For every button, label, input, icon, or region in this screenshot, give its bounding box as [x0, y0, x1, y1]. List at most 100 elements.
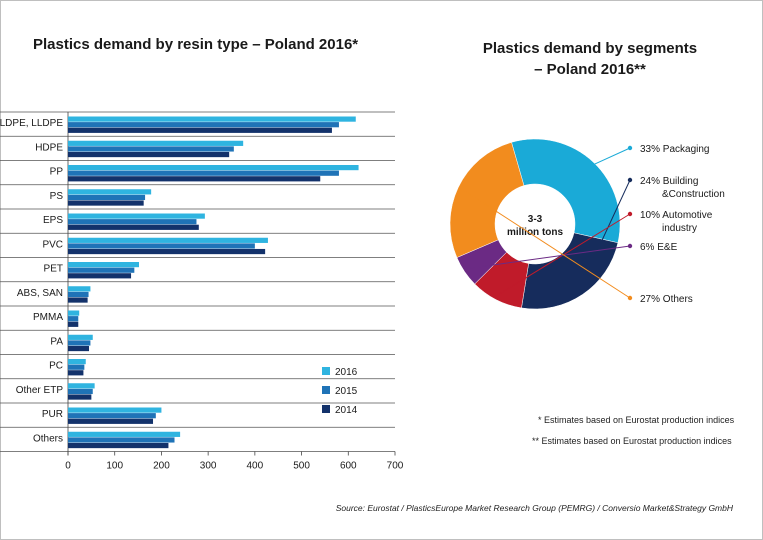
x-tick-label: 200	[153, 461, 170, 472]
legend-label: 2014	[335, 405, 358, 416]
bar-2016	[68, 237, 268, 243]
bar-2016	[68, 431, 181, 437]
x-tick-label: 500	[293, 461, 310, 472]
bar-2014	[68, 394, 92, 400]
bar-2014	[68, 297, 88, 303]
bar-2016	[68, 213, 205, 219]
bar-2015	[68, 291, 89, 298]
bar-2015	[68, 267, 135, 273]
bar-2014	[68, 442, 169, 449]
donut-chart: 3-3 million tons 33% Packaging 24% Building…	[449, 138, 725, 310]
bar-2015	[68, 388, 93, 395]
bar-2016	[68, 334, 93, 340]
category-label: Other ETP	[16, 385, 64, 396]
bar-2014	[68, 176, 321, 182]
bar-2015	[68, 364, 85, 370]
x-tick-label: 700	[387, 461, 404, 472]
bar-2016	[68, 189, 152, 195]
legend-swatch-2016	[322, 367, 330, 375]
bar-2015	[68, 243, 255, 249]
bar-2015	[68, 219, 197, 225]
bar-2016	[68, 140, 244, 146]
bar-2016	[68, 407, 162, 413]
donut-title-line-1: Plastics demand by segments	[482, 40, 698, 57]
bar-2015	[68, 170, 339, 176]
donut-slice	[449, 142, 525, 258]
bar-2014	[68, 200, 144, 206]
category-label: PP	[50, 167, 64, 178]
x-tick-label: 400	[247, 461, 264, 472]
category-label: EPS	[43, 215, 63, 226]
source-note: Source: Eurostat / PlasticsEurope Market…	[335, 503, 733, 513]
leader-line	[589, 147, 631, 168]
slice-label: industry	[662, 223, 697, 234]
bar-2015	[68, 437, 175, 443]
legend-swatch-2014	[322, 405, 330, 413]
bar-2014	[68, 151, 230, 158]
bar-2014	[68, 273, 132, 279]
category-label: ABS, SAN	[17, 288, 63, 299]
x-tick-label: 600	[340, 461, 357, 472]
category-label: PMMA	[33, 312, 63, 323]
leader-line	[469, 245, 631, 269]
bar-2015	[68, 194, 146, 201]
category-label: PC	[49, 361, 63, 372]
slice-label: 27% Others	[640, 294, 693, 305]
slice-label: &Construction	[662, 189, 725, 200]
bar-chart-title: Plastics demand by resin type – Poland 2…	[33, 36, 359, 53]
donut-title-line-2: – Poland 2016**	[534, 61, 646, 78]
bar-2014	[68, 321, 79, 327]
footnote-2: ** Estimates based on Eurostat productio…	[532, 436, 732, 446]
leader-dot	[627, 177, 633, 183]
bar-2014	[68, 418, 154, 424]
category-label: PVC	[42, 239, 63, 250]
footnote-1: * Estimates based on Eurostat production…	[538, 415, 735, 425]
x-tick-label: 300	[200, 461, 217, 472]
bar-2016	[68, 286, 91, 292]
leader-line	[498, 213, 631, 295]
bar-2014	[68, 345, 90, 352]
leader-line	[463, 189, 631, 299]
bar-2016	[68, 383, 95, 389]
bar-2015	[68, 122, 339, 128]
donut-chart-title: Plastics demand by segments – Poland 201…	[460, 38, 720, 80]
bar-2014	[68, 370, 84, 376]
leader-dot	[627, 211, 633, 217]
donut-center-value: 3-3	[528, 214, 543, 225]
donut-slice	[521, 232, 619, 310]
leader-dot	[627, 243, 633, 249]
category-label: PS	[50, 191, 64, 202]
slice-label: 10% Automotive	[640, 210, 713, 221]
bar-2014	[68, 127, 332, 133]
leader-dot	[627, 295, 633, 301]
leader-line	[578, 179, 631, 290]
legend-label: 2016	[335, 367, 358, 378]
category-label: LDPE, LLDPE	[0, 118, 63, 129]
leader-dot	[627, 145, 633, 151]
donut-center-unit: million tons	[507, 227, 564, 238]
bar-2016	[68, 359, 86, 365]
legend-label: 2015	[335, 386, 358, 397]
bar-2015	[68, 413, 156, 419]
bar-2014	[68, 224, 199, 230]
slice-label: 6% E&E	[640, 242, 678, 253]
bar-2015	[68, 146, 234, 152]
bar-2016	[68, 116, 356, 122]
slice-label: 24% Building	[640, 176, 698, 187]
x-tick-label: 100	[106, 461, 123, 472]
bar-chart: LDPE, LLDPE HDPE PP PS EPS PVC PET ABS, SAN PMMA…	[0, 111, 404, 472]
bar-2014	[68, 248, 266, 255]
category-label: Others	[33, 433, 63, 444]
x-tick-label: 0	[65, 461, 71, 472]
legend-swatch-2015	[322, 386, 330, 394]
category-label: PET	[44, 264, 63, 275]
bar-2016	[68, 262, 140, 268]
category-label: PA	[50, 336, 63, 347]
slice-label: 33% Packaging	[640, 144, 710, 155]
bar-2016	[68, 165, 359, 171]
category-label: HDPE	[35, 142, 63, 153]
category-label: PUR	[42, 409, 63, 420]
bar-2015	[68, 316, 79, 322]
bar-2015	[68, 340, 91, 346]
